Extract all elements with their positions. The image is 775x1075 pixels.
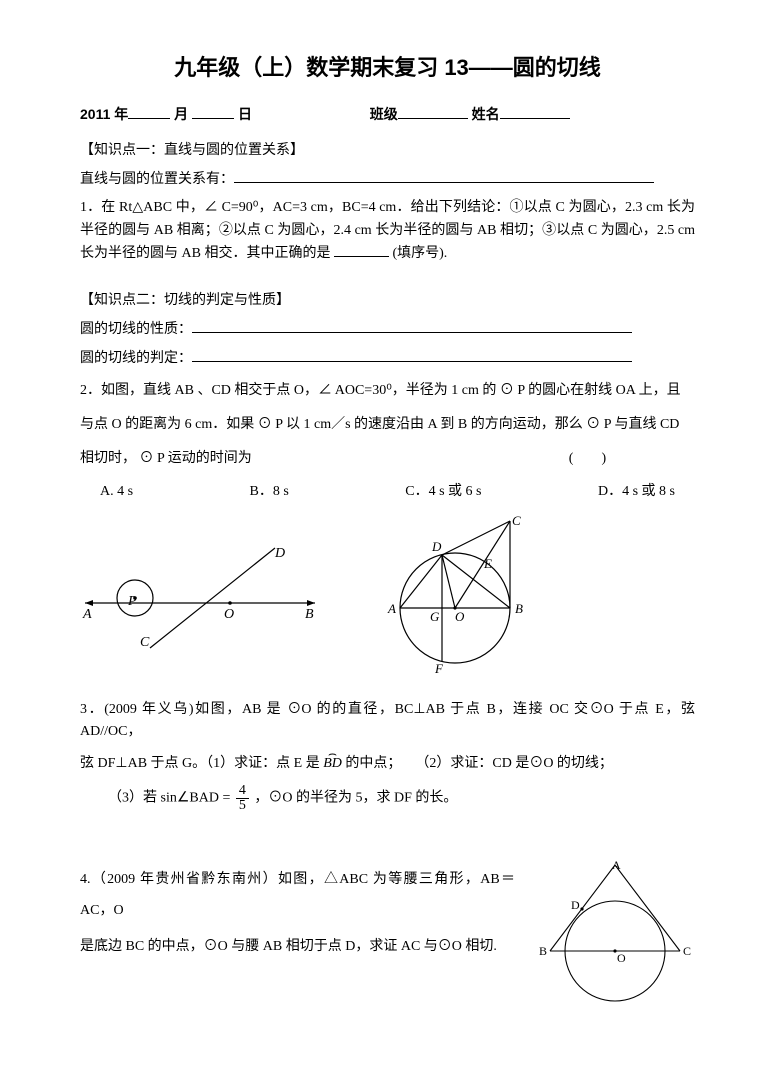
q3-arc: BD <box>323 756 342 771</box>
q1: 1．在 Rt△ABC 中，∠ C=90⁰，AC=3 cm，BC=4 cm．给出下… <box>80 197 695 265</box>
q3-frac-num: 4 <box>236 784 249 799</box>
fig2-label-B: B <box>515 601 523 616</box>
fig2-label-A: A <box>387 601 396 616</box>
q2-p1: 2．如图，直线 AB 、CD 相交于点 O，∠ AOC=30⁰，半径为 1 cm… <box>80 377 695 405</box>
fig1-label-O: O <box>224 607 234 622</box>
fig2-label-G: G <box>430 609 440 624</box>
q2-p3-paren: ( ) <box>569 451 606 466</box>
fig1-label-A: A <box>82 607 92 622</box>
fig2-label-F: F <box>434 661 444 676</box>
kp2-prop-label: 圆的切线的性质： <box>80 322 192 337</box>
q2-p3-prefix: 相切时， ⊙ P 运动的时间为 <box>80 451 252 466</box>
fig1-label-B: B <box>305 607 314 622</box>
page-title: 九年级（上）数学期末复习 13——圆的切线 <box>80 50 695 85</box>
q3-sin: sin∠BAD = <box>161 791 231 806</box>
fig1-label-D: D <box>274 546 285 561</box>
fig2-label-C: C <box>512 513 521 528</box>
opt-b: B．8 s <box>250 481 289 503</box>
q2-options: A. 4 s B．8 s C．4 s 或 6 s D．4 s 或 8 s <box>100 481 675 503</box>
year-prefix: 2011 年 <box>80 106 128 122</box>
fig2-label-E: E <box>483 556 492 571</box>
q4-p1: 4.（2009 年贵州省黔东南州）如图，△ABC 为等腰三角形，AB＝AC，O <box>80 865 515 927</box>
q3-p2: 弦 DF⊥AB 于点 G。（1）求证：点 E 是 BD 的中点； （2）求证：C… <box>80 750 695 778</box>
q3-frac-den: 5 <box>236 799 249 813</box>
q4: 4.（2009 年贵州省黔东南州）如图，△ABC 为等腰三角形，AB＝AC，O … <box>80 859 695 1009</box>
day-suffix: 日 <box>238 106 252 122</box>
q3-p2b: 的中点； （2）求证：CD 是⊙O 的切线； <box>345 756 613 771</box>
q3-p3: （3）若 sin∠BAD = 4 5 ，⊙O 的半径为 5，求 DF 的长。 <box>108 784 695 813</box>
q4-label-D: D <box>571 898 580 912</box>
q4-p2: 是底边 BC 的中点，⊙O 与腰 AB 相切于点 D，求证 AC 与⊙O 相切. <box>80 932 515 963</box>
kp2-heading: 【知识点二：切线的判定与性质】 <box>80 290 695 312</box>
opt-a: A. 4 s <box>100 481 133 503</box>
q3-p1: 3．(2009 年义乌)如图，AB 是 ⊙O 的的直径，BC⊥AB 于点 B，连… <box>80 699 695 744</box>
q2-figures: A B C D O P <box>80 513 695 683</box>
q4-label-A: A <box>612 859 621 872</box>
meta-row: 2011 年 月 日 班级 姓名 <box>80 103 695 125</box>
fig1-label-P: P <box>127 594 137 609</box>
q3-p2a: 弦 DF⊥AB 于点 G。（1）求证：点 E 是 <box>80 756 320 771</box>
q3-p3a: （3）若 <box>108 791 157 806</box>
q4-label-C: C <box>683 944 691 958</box>
q2-p3: 相切时， ⊙ P 运动的时间为 ( ) <box>80 445 695 473</box>
class-label: 班级 <box>370 106 398 122</box>
q2-p2: 与点 O 的距离为 6 cm．如果 ⊙ P 以 1 cm／s 的速度沿由 A 到… <box>80 411 695 439</box>
fig2-label-O: O <box>455 609 465 624</box>
page: 九年级（上）数学期末复习 13——圆的切线 2011 年 月 日 班级 姓名 【… <box>0 0 775 1049</box>
kp2-prop: 圆的切线的性质： <box>80 318 695 341</box>
q1-tail: (填序号). <box>392 246 447 261</box>
month-suffix: 月 <box>174 106 188 122</box>
q2-figure2: A B C D E F G O <box>360 513 560 683</box>
q4-label-O: O <box>617 951 626 965</box>
kp2-judge-label: 圆的切线的判定： <box>80 351 192 366</box>
opt-c: C．4 s 或 6 s <box>405 481 481 503</box>
kp1-heading: 【知识点一：直线与圆的位置关系】 <box>80 140 695 162</box>
name-label: 姓名 <box>472 106 500 122</box>
kp1-line1: 直线与圆的位置关系有： <box>80 168 695 191</box>
fig1-label-C: C <box>140 635 150 650</box>
q3-p3b: ，⊙O 的半径为 5，求 DF 的长。 <box>254 791 457 806</box>
q4-label-B: B <box>539 944 547 958</box>
q2-figure1: A B C D O P <box>80 543 320 653</box>
kp1-line1-prefix: 直线与圆的位置关系有： <box>80 172 234 187</box>
fig2-label-D: D <box>431 539 442 554</box>
opt-d: D．4 s 或 8 s <box>598 481 675 503</box>
q4-figure: A B C D O <box>535 859 695 1009</box>
kp2-judge: 圆的切线的判定： <box>80 347 695 370</box>
